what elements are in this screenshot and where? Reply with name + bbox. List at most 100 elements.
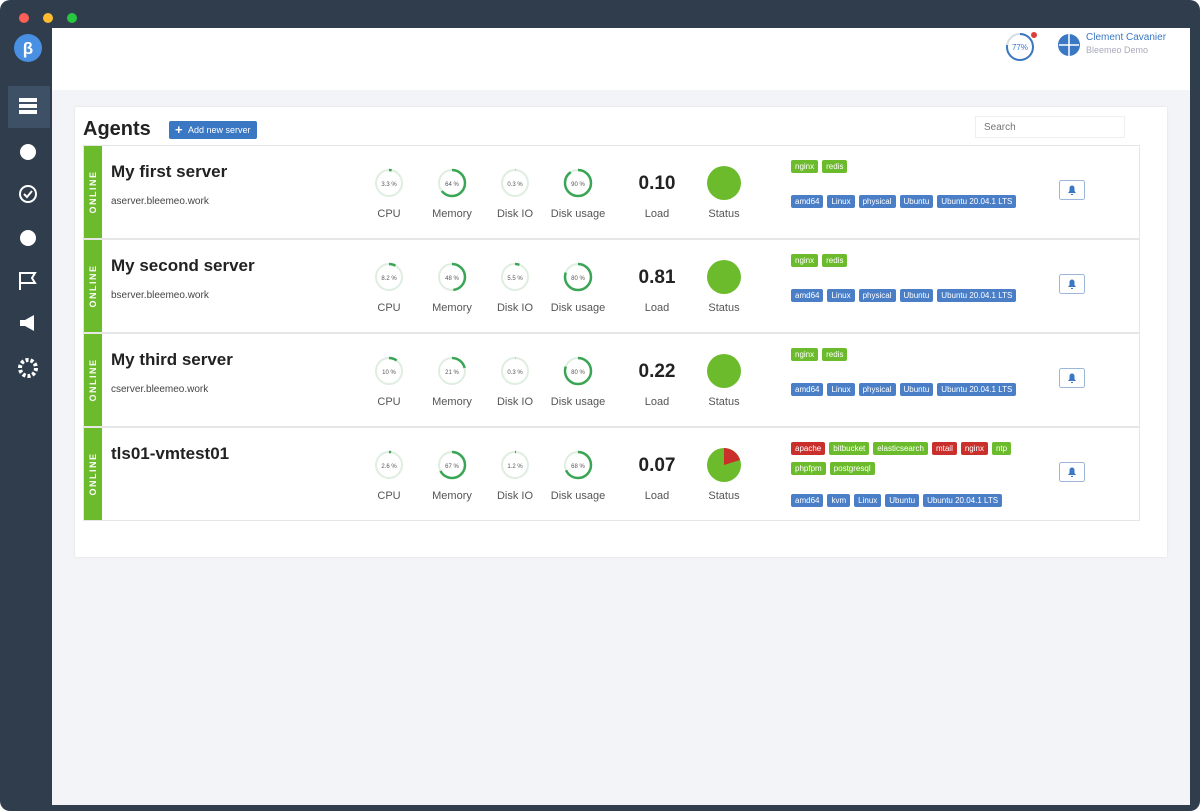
service-tag: bitbucket bbox=[829, 442, 870, 455]
gauge-value: 0.3 % bbox=[507, 370, 523, 376]
system-tags: amd64 Linux physical Ubuntu Ubuntu 20.04.1 L… bbox=[791, 191, 1051, 211]
load-value: 0.07 bbox=[638, 455, 676, 476]
add-server-text: Add new server bbox=[188, 125, 251, 135]
gauge-value: 21 % bbox=[445, 370, 459, 376]
system-tags: amd64 Linux physical Ubuntu Ubuntu 20.04.1 L… bbox=[791, 285, 1051, 305]
usage-gauge: 77% bbox=[1006, 32, 1037, 61]
gauge: 10 % bbox=[374, 356, 404, 386]
alert-button[interactable] bbox=[1059, 462, 1085, 482]
nav-agents-icon[interactable] bbox=[19, 98, 37, 114]
gauge-value: 80 % bbox=[571, 276, 585, 282]
metric-label: Disk IO bbox=[496, 302, 534, 314]
system-tag: physical bbox=[858, 289, 896, 302]
agent-name: My second server bbox=[111, 256, 255, 275]
add-server-button[interactable]: + Add new server bbox=[169, 121, 257, 139]
gauge: 1.2 % bbox=[500, 450, 530, 480]
sidebar: β bbox=[8, 34, 50, 378]
state-label: ONLINE bbox=[88, 170, 98, 214]
status-strip: ONLINE bbox=[84, 334, 102, 426]
agent-host: aserver.bleemeo.work bbox=[111, 196, 209, 207]
agent-row[interactable]: ONLINE My second server bserver.bleemeo.wo… bbox=[83, 239, 1140, 333]
metric-label: Disk usage bbox=[550, 490, 606, 502]
system-tag: Ubuntu 20.04.1 LTS bbox=[937, 289, 1017, 302]
minimize-dot[interactable] bbox=[43, 13, 53, 23]
system-tag: physical bbox=[858, 195, 896, 208]
status-pie bbox=[707, 354, 741, 388]
state-label: ONLINE bbox=[88, 452, 98, 496]
metric-label: CPU bbox=[377, 396, 401, 408]
status-ok bbox=[707, 260, 741, 294]
load-label: Load bbox=[644, 302, 670, 314]
metric-label: Disk IO bbox=[496, 208, 534, 220]
gauge-value: 2.6 % bbox=[381, 464, 397, 470]
tag-area: apache bitbucket elasticsearch mtail nginx nt… bbox=[791, 438, 1051, 510]
gauge-value: 0.3 % bbox=[507, 182, 523, 188]
status-label: Status bbox=[708, 208, 740, 220]
gauge-arc bbox=[563, 168, 593, 198]
gauge: 80 % bbox=[563, 262, 593, 292]
alert-button[interactable] bbox=[1059, 368, 1085, 388]
system-tag: Ubuntu bbox=[899, 383, 934, 396]
status-strip: ONLINE bbox=[84, 428, 102, 520]
metric-label: Disk usage bbox=[550, 208, 606, 220]
logo[interactable] bbox=[14, 34, 42, 62]
gauge-arc bbox=[437, 262, 467, 292]
gauge: 3.3 % bbox=[374, 168, 404, 198]
gauge-arc bbox=[437, 168, 467, 198]
service-tag: elasticsearch bbox=[873, 442, 928, 455]
gauge-arc bbox=[374, 450, 404, 480]
nav-globe-icon[interactable] bbox=[20, 230, 36, 246]
metric-label: Disk usage bbox=[550, 396, 606, 408]
gauge: 8.2 % bbox=[374, 262, 404, 292]
gauge-arc bbox=[437, 450, 467, 480]
gauge-value: 64 % bbox=[445, 182, 459, 188]
gauge-value: 10 % bbox=[382, 370, 396, 376]
content: 77% Clement Cavanier Bleemeo Demo Agents… bbox=[52, 28, 1190, 805]
service-tag: redis bbox=[822, 160, 848, 173]
alert-button[interactable] bbox=[1059, 180, 1085, 200]
gauge-value: 68 % bbox=[571, 464, 585, 470]
metric-label: CPU bbox=[377, 490, 401, 502]
nav-check-icon[interactable] bbox=[19, 185, 37, 203]
system-tag: Linux bbox=[854, 494, 882, 507]
gauge: 5.5 % bbox=[500, 262, 530, 292]
agent-row[interactable]: ONLINE tls01-vmtest01 2.6 % CPU 67 % Memory 1.… bbox=[83, 427, 1140, 521]
avatar[interactable] bbox=[1056, 32, 1082, 58]
load-label: Load bbox=[644, 396, 670, 408]
gauge-arc bbox=[500, 262, 530, 292]
service-tag: nginx bbox=[791, 254, 819, 267]
system-tag: Linux bbox=[827, 289, 855, 302]
system-tag: Ubuntu bbox=[885, 494, 920, 507]
user-name[interactable]: Clement Cavanier bbox=[1086, 32, 1167, 43]
nav-dashboard-icon[interactable] bbox=[20, 144, 36, 160]
gauge-value: 48 % bbox=[445, 276, 459, 282]
status-pie bbox=[707, 260, 741, 294]
gauge-value: 3.3 % bbox=[381, 182, 397, 188]
bell-icon bbox=[1068, 185, 1076, 195]
system-tag: Ubuntu 20.04.1 LTS bbox=[923, 494, 1003, 507]
alert-button[interactable] bbox=[1059, 274, 1085, 294]
zoom-dot[interactable] bbox=[67, 13, 77, 23]
status-label: Status bbox=[708, 490, 740, 502]
status-ok bbox=[707, 354, 741, 388]
service-tag: mtail bbox=[931, 442, 957, 455]
service-tag: redis bbox=[822, 348, 848, 361]
nav-announce-icon[interactable] bbox=[20, 315, 34, 331]
metric-label: Memory bbox=[432, 302, 472, 314]
agent-name: My third server bbox=[111, 350, 233, 369]
tag-area: nginx redis amd64 Linux physical Ubuntu Ubuntu… bbox=[791, 156, 1051, 211]
bell-icon bbox=[1068, 467, 1076, 477]
service-tag: ntp bbox=[991, 442, 1012, 455]
agent-row[interactable]: ONLINE My first server aserver.bleemeo.wor… bbox=[83, 145, 1140, 239]
service-tags: nginx redis bbox=[791, 156, 1051, 176]
close-dot[interactable] bbox=[19, 13, 29, 23]
gauge-arc bbox=[374, 262, 404, 292]
service-tags: apache bitbucket elasticsearch mtail nginx nt… bbox=[791, 438, 1051, 478]
check-mark bbox=[23, 190, 33, 199]
nav-flag-icon[interactable] bbox=[19, 272, 37, 290]
nav-settings-icon[interactable] bbox=[18, 358, 38, 378]
search-input[interactable] bbox=[975, 116, 1125, 138]
agent-row[interactable]: ONLINE My third server cserver.bleemeo.wor… bbox=[83, 333, 1140, 427]
system-tag: Linux bbox=[827, 195, 855, 208]
gauge: 21 % bbox=[437, 356, 467, 386]
